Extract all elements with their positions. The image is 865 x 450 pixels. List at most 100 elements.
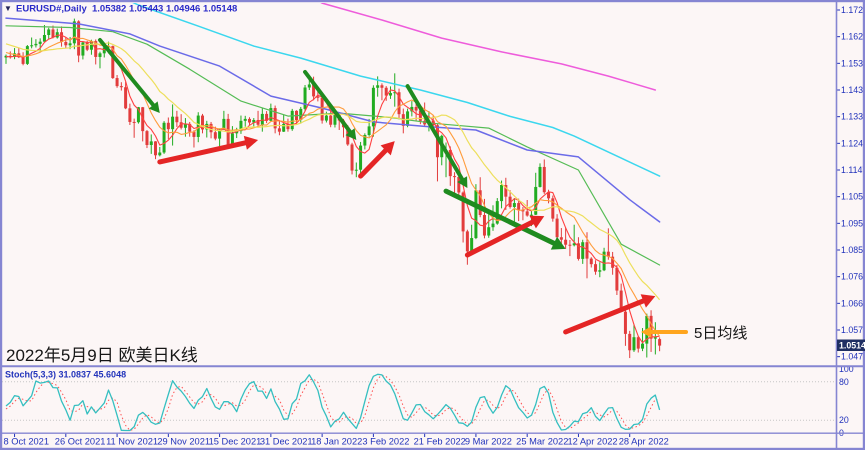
time-tick-label[interactable]: 12 Apr 2022 (567, 437, 617, 447)
candle-body (248, 118, 252, 123)
candle-body (68, 43, 72, 46)
candle-body (183, 123, 187, 128)
price-tick-label[interactable]: 1.07630 (841, 272, 865, 282)
ma5-annotation: 5日均线 (641, 325, 747, 342)
candle-body (504, 185, 508, 197)
price-tick-label[interactable]: 1.09550 (841, 218, 865, 228)
candle-body (98, 53, 102, 57)
candle-body (623, 311, 627, 334)
time-tick-label[interactable]: 11 Nov 2021 (106, 437, 158, 447)
candle-body (500, 185, 504, 202)
candle-body (359, 145, 363, 170)
time-tick-label[interactable]: 9 Mar 2022 (465, 437, 512, 447)
candle-body (508, 196, 512, 207)
candle-body (414, 106, 418, 111)
candle-body (465, 231, 469, 252)
time-tick-label[interactable]: 21 Feb 2022 (414, 437, 466, 447)
ma-line-ma100 (132, 3, 661, 177)
candle-body (388, 93, 392, 96)
price-tick-label[interactable]: 1.05710 (841, 325, 865, 335)
ma-line-20 (5, 42, 661, 301)
candle-body (594, 264, 598, 272)
candle-body (107, 46, 111, 48)
candle-body (286, 123, 290, 130)
candle-body (102, 47, 106, 54)
candle-body (307, 84, 311, 88)
date-caption: 2022年5月9日 欧美日K线 (6, 346, 198, 365)
stoch-panel-area[interactable] (2, 368, 836, 433)
time-tick-label[interactable]: 28 Apr 2022 (619, 437, 669, 447)
trend-arrow-up (157, 140, 248, 165)
price-tick-label[interactable]: 1.12430 (841, 138, 865, 148)
trend-arrow-down (443, 188, 557, 246)
trend-arrow-down-head (148, 101, 160, 114)
candle-body (653, 337, 657, 339)
candle-body (81, 42, 85, 56)
main-chart-area[interactable] (2, 3, 836, 365)
price-tick-label[interactable]: 1.17230 (841, 5, 865, 15)
candle-body (30, 45, 34, 47)
time-tick-label[interactable]: 18 Jan 2022 (311, 437, 362, 447)
candle-body (598, 270, 602, 272)
time-tick-label[interactable]: 29 Nov 2021 (157, 437, 210, 447)
candle-body (529, 214, 533, 216)
trend-arrow-annotations (97, 38, 656, 335)
time-tick-label[interactable]: 3 Feb 2022 (362, 437, 409, 447)
price-tick-label[interactable]: 1.11470 (841, 165, 865, 175)
trend-arrow-down (97, 38, 156, 108)
candle-body (196, 115, 200, 137)
candle-body (461, 192, 465, 232)
price-tick-label[interactable]: 1.04750 (841, 352, 865, 362)
price-tick-label[interactable]: 1.14350 (841, 85, 865, 95)
candle-body (619, 290, 623, 312)
trend-arrow-up (464, 219, 536, 258)
candle-body (235, 131, 239, 134)
stoch-indicator-label: Stoch(5,3,3) 31.0837 45.6048 (5, 370, 126, 380)
symbol-title: EURUSD#,Daily (16, 4, 87, 15)
candle-body (559, 237, 563, 240)
time-tick-label[interactable]: 25 Mar 2022 (516, 437, 568, 447)
stoch-signal-line (5, 374, 660, 431)
candle-body (218, 129, 222, 139)
candle-body (525, 211, 529, 216)
trend-arrow-down (303, 69, 353, 134)
candle-body (376, 85, 380, 88)
ma5-pointer-arrow-head (641, 326, 652, 338)
candle-body (606, 251, 610, 257)
candle-body (632, 337, 636, 351)
time-tick-label[interactable]: 31 Dec 2021 (260, 437, 313, 447)
candle-body (512, 203, 516, 207)
candle-body (72, 21, 76, 44)
candle-body (542, 166, 546, 193)
candle-body (252, 120, 256, 123)
trend-arrow-down-head (550, 236, 566, 250)
candle-body (367, 126, 371, 135)
trend-arrow-up-head (529, 215, 545, 229)
candle-body (115, 78, 119, 87)
candle-body (658, 339, 662, 346)
price-tick-label[interactable]: 1.16270 (841, 32, 865, 42)
price-tick-label[interactable]: 1.10510 (841, 192, 865, 202)
time-tick-label[interactable]: 26 Oct 2021 (55, 437, 106, 447)
candle-body (213, 132, 217, 139)
candle-body (175, 116, 179, 123)
candle-body (611, 256, 615, 268)
candle-body (384, 87, 388, 96)
candle-body (397, 92, 401, 115)
candle-body (162, 122, 166, 153)
candle-body (435, 125, 439, 158)
candle-body (290, 110, 294, 130)
price-tick-label[interactable]: 1.08590 (841, 245, 865, 255)
candle-body (628, 333, 632, 351)
time-tick-label[interactable]: 15 Dec 2021 (209, 437, 262, 447)
candle-body (273, 108, 277, 129)
candle-body (303, 87, 307, 109)
price-tick-label[interactable]: 1.13390 (841, 112, 865, 122)
price-tick-label[interactable]: 1.06670 (841, 298, 865, 308)
price-tick-label[interactable]: 1.15310 (841, 58, 865, 68)
candle-body (205, 123, 209, 130)
symbol-dropdown-icon[interactable]: ▼ (4, 4, 12, 13)
candle-body (282, 123, 286, 132)
time-tick-label[interactable]: 8 Oct 2021 (4, 437, 49, 447)
